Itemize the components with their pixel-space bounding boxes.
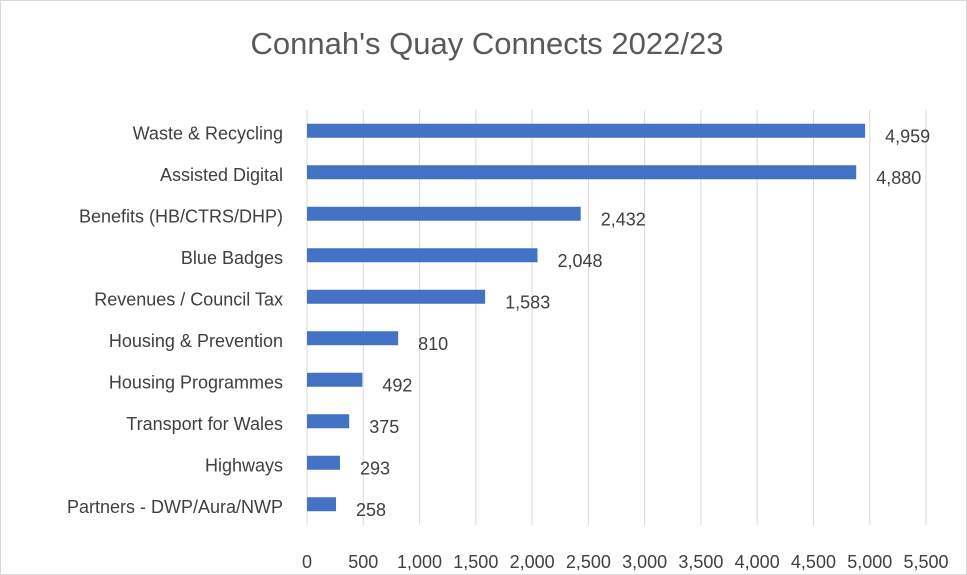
bar — [307, 497, 337, 512]
data-label: 2,048 — [557, 251, 602, 271]
bar — [307, 414, 350, 429]
data-label: 1,583 — [505, 293, 550, 313]
chart-title: Connah's Quay Connects 2022/23 — [251, 26, 724, 61]
x-tick-label: 2,500 — [566, 552, 611, 572]
bar — [307, 248, 538, 263]
x-tick-label: 1,500 — [453, 552, 498, 572]
data-label: 4,959 — [885, 127, 930, 147]
bar — [307, 372, 363, 387]
y-tick-label: Housing Programmes — [109, 373, 283, 393]
x-tick-label: 1,000 — [397, 552, 442, 572]
y-tick-label: Revenues / Council Tax — [94, 290, 283, 310]
y-tick-label: Partners - DWP/Aura/NWP — [67, 497, 283, 517]
x-tick-label: 3,000 — [622, 552, 667, 572]
bar — [307, 455, 340, 470]
data-label: 810 — [418, 334, 448, 354]
data-label: 293 — [360, 459, 390, 479]
bar — [307, 123, 866, 138]
x-tick-label: 0 — [302, 552, 312, 572]
x-tick-label: 500 — [348, 552, 378, 572]
data-label: 492 — [382, 376, 412, 396]
x-tick-label: 5,500 — [903, 552, 948, 572]
x-tick-label: 4,000 — [735, 552, 780, 572]
data-label: 4,880 — [876, 168, 921, 188]
y-tick-label: Highways — [205, 456, 283, 476]
x-tick-label: 3,500 — [678, 552, 723, 572]
y-tick-label: Waste & Recycling — [133, 124, 283, 144]
data-label: 2,432 — [601, 210, 646, 230]
x-tick-label: 2,000 — [510, 552, 555, 572]
data-label: 375 — [369, 417, 399, 437]
y-tick-label: Assisted Digital — [160, 165, 283, 185]
data-label: 258 — [356, 500, 386, 520]
x-tick-label: 5,000 — [847, 552, 892, 572]
x-tick-label: 4,500 — [791, 552, 836, 572]
bar — [307, 331, 399, 346]
bar — [307, 206, 581, 221]
bar — [307, 165, 857, 180]
y-tick-label: Blue Badges — [181, 248, 283, 268]
bar — [307, 289, 486, 304]
y-tick-label: Housing & Prevention — [109, 331, 283, 351]
y-tick-label: Transport for Wales — [126, 414, 283, 434]
y-tick-label: Benefits (HB/CTRS/DHP) — [79, 207, 283, 227]
